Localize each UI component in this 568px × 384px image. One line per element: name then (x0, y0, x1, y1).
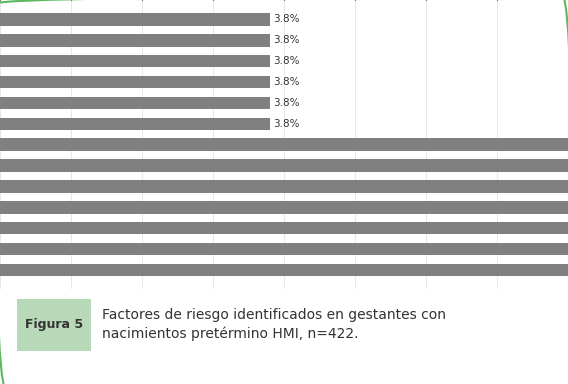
Bar (0, 97, 270, 109)
Bar (0, 13, 270, 26)
Bar (0, 222, 568, 234)
Text: 3.8%: 3.8% (273, 119, 300, 129)
Bar (0, 138, 568, 151)
Bar (0, 76, 270, 88)
Text: 3.8%: 3.8% (273, 98, 300, 108)
Bar (0, 201, 568, 214)
Bar (0, 34, 270, 46)
Text: 3.8%: 3.8% (273, 15, 300, 25)
Bar (0, 159, 568, 172)
Text: 3.8%: 3.8% (273, 56, 300, 66)
Bar (0, 118, 270, 130)
Text: 3.8%: 3.8% (273, 35, 300, 45)
Bar (0, 243, 568, 255)
Bar (0, 55, 270, 68)
Bar (0, 180, 568, 193)
Text: Figura 5: Figura 5 (25, 318, 83, 331)
Text: Factores de riesgo identificados en gestantes con
nacimientos pretérmino HMI, n=: Factores de riesgo identificados en gest… (102, 308, 446, 341)
Text: 3.8%: 3.8% (273, 77, 300, 87)
Bar (0, 264, 568, 276)
